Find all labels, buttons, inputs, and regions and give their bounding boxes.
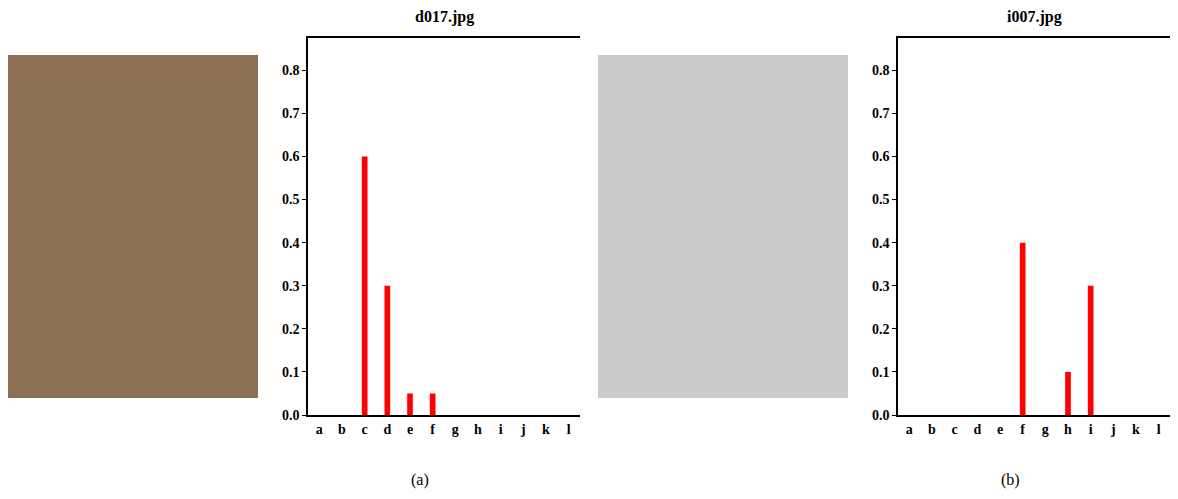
- svg-text:g: g: [452, 422, 459, 437]
- svg-text:(a): (a): [411, 471, 429, 489]
- svg-text:f: f: [1020, 422, 1025, 437]
- svg-text:0.6: 0.6: [282, 149, 300, 164]
- svg-text:(b): (b): [1001, 471, 1020, 489]
- svg-text:j: j: [1110, 422, 1116, 437]
- svg-text:0.3: 0.3: [872, 279, 890, 294]
- svg-text:d: d: [383, 422, 391, 437]
- svg-text:i: i: [499, 422, 503, 437]
- svg-text:0.0: 0.0: [872, 408, 890, 423]
- svg-text:i: i: [1089, 422, 1093, 437]
- svg-text:k: k: [542, 422, 550, 437]
- svg-text:f: f: [430, 422, 435, 437]
- svg-text:d017.jpg: d017.jpg: [415, 8, 474, 26]
- svg-text:l: l: [567, 422, 571, 437]
- svg-text:c: c: [362, 422, 368, 437]
- svg-text:0.3: 0.3: [282, 279, 300, 294]
- svg-text:i007.jpg: i007.jpg: [1007, 8, 1062, 26]
- svg-text:0.1: 0.1: [872, 365, 890, 380]
- svg-text:c: c: [952, 422, 958, 437]
- svg-text:0.8: 0.8: [872, 63, 890, 78]
- svg-text:0.4: 0.4: [872, 236, 890, 251]
- svg-text:l: l: [1157, 422, 1161, 437]
- svg-text:0.4: 0.4: [282, 236, 300, 251]
- svg-text:0.7: 0.7: [872, 106, 890, 121]
- svg-text:0.5: 0.5: [282, 192, 300, 207]
- svg-text:e: e: [997, 422, 1003, 437]
- svg-text:0.1: 0.1: [282, 365, 300, 380]
- svg-text:b: b: [338, 422, 346, 437]
- svg-text:h: h: [1064, 422, 1072, 437]
- svg-text:0.6: 0.6: [872, 149, 890, 164]
- svg-text:h: h: [474, 422, 482, 437]
- svg-text:0.8: 0.8: [282, 63, 300, 78]
- svg-text:k: k: [1132, 422, 1140, 437]
- svg-text:0.5: 0.5: [872, 192, 890, 207]
- svg-text:e: e: [407, 422, 413, 437]
- svg-text:j: j: [520, 422, 526, 437]
- svg-text:g: g: [1042, 422, 1049, 437]
- svg-text:d: d: [973, 422, 981, 437]
- svg-text:0.7: 0.7: [282, 106, 300, 121]
- svg-text:b: b: [928, 422, 936, 437]
- svg-text:0.2: 0.2: [872, 322, 890, 337]
- svg-text:0.2: 0.2: [282, 322, 300, 337]
- svg-text:a: a: [316, 422, 323, 437]
- svg-text:a: a: [906, 422, 913, 437]
- svg-text:0.0: 0.0: [282, 408, 300, 423]
